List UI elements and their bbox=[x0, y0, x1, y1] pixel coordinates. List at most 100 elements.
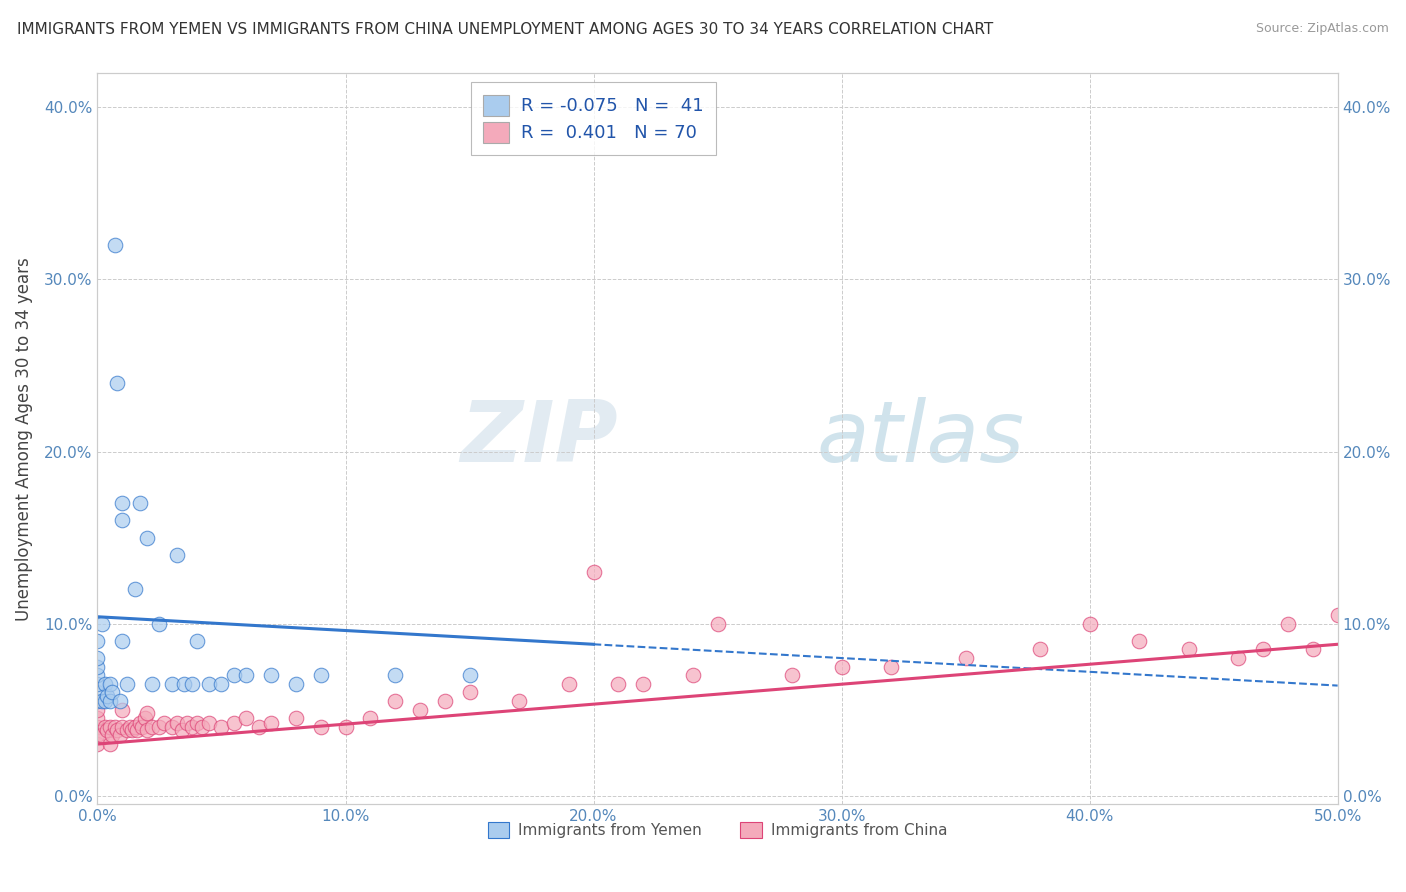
Point bbox=[558, 677, 581, 691]
Point bbox=[128, 496, 150, 510]
Point bbox=[508, 694, 530, 708]
Point bbox=[131, 720, 153, 734]
Point bbox=[260, 668, 283, 682]
Point bbox=[86, 651, 108, 665]
Point bbox=[458, 668, 481, 682]
Point bbox=[96, 689, 118, 703]
Point bbox=[111, 703, 134, 717]
Point bbox=[105, 376, 128, 390]
Point bbox=[104, 238, 127, 252]
Point bbox=[880, 659, 903, 673]
Point bbox=[108, 729, 131, 743]
Point bbox=[111, 633, 134, 648]
Point bbox=[94, 677, 117, 691]
Point bbox=[260, 716, 283, 731]
Point bbox=[160, 677, 183, 691]
Point bbox=[160, 720, 183, 734]
Point bbox=[148, 720, 170, 734]
Point bbox=[91, 694, 114, 708]
Point bbox=[1302, 642, 1324, 657]
Point bbox=[86, 729, 108, 743]
Point bbox=[222, 668, 245, 682]
Point bbox=[136, 531, 159, 545]
Point bbox=[91, 729, 114, 743]
Point bbox=[98, 694, 121, 708]
Point bbox=[105, 723, 128, 738]
Text: atlas: atlas bbox=[817, 397, 1025, 480]
Point bbox=[582, 565, 605, 579]
Point bbox=[86, 668, 108, 682]
Point bbox=[98, 737, 121, 751]
Point bbox=[127, 723, 149, 738]
Point bbox=[166, 716, 188, 731]
Point bbox=[86, 694, 108, 708]
Point bbox=[124, 582, 146, 597]
Point bbox=[121, 723, 143, 738]
Point bbox=[1078, 616, 1101, 631]
Point bbox=[180, 720, 202, 734]
Point bbox=[98, 720, 121, 734]
Point bbox=[1326, 607, 1348, 622]
Point bbox=[955, 651, 977, 665]
Point bbox=[186, 716, 208, 731]
Point bbox=[309, 720, 332, 734]
Point bbox=[136, 723, 159, 738]
Point bbox=[222, 716, 245, 731]
Point bbox=[235, 668, 257, 682]
Point bbox=[115, 677, 138, 691]
Point bbox=[409, 703, 432, 717]
Point bbox=[284, 711, 307, 725]
Point bbox=[166, 548, 188, 562]
Point bbox=[1178, 642, 1201, 657]
Point bbox=[180, 677, 202, 691]
Point bbox=[94, 720, 117, 734]
Point bbox=[86, 720, 108, 734]
Point bbox=[607, 677, 630, 691]
Point bbox=[101, 685, 124, 699]
Legend: Immigrants from Yemen, Immigrants from China: Immigrants from Yemen, Immigrants from C… bbox=[482, 816, 953, 844]
Point bbox=[86, 737, 108, 751]
Point bbox=[86, 711, 108, 725]
Point bbox=[118, 720, 141, 734]
Point bbox=[86, 703, 108, 717]
Point bbox=[94, 694, 117, 708]
Point bbox=[170, 723, 193, 738]
Point bbox=[433, 694, 456, 708]
Point bbox=[198, 677, 221, 691]
Point bbox=[631, 677, 654, 691]
Point bbox=[128, 716, 150, 731]
Point bbox=[1227, 651, 1250, 665]
Point bbox=[104, 720, 127, 734]
Point bbox=[186, 633, 208, 648]
Point bbox=[86, 677, 108, 691]
Point bbox=[211, 720, 233, 734]
Point bbox=[1251, 642, 1274, 657]
Point bbox=[96, 723, 118, 738]
Point bbox=[86, 633, 108, 648]
Point bbox=[98, 677, 121, 691]
Point bbox=[780, 668, 803, 682]
Point bbox=[111, 513, 134, 527]
Point bbox=[831, 659, 853, 673]
Text: Source: ZipAtlas.com: Source: ZipAtlas.com bbox=[1256, 22, 1389, 36]
Point bbox=[124, 720, 146, 734]
Point bbox=[198, 716, 221, 731]
Text: ZIP: ZIP bbox=[461, 397, 619, 480]
Point bbox=[190, 720, 212, 734]
Point bbox=[111, 496, 134, 510]
Point bbox=[1128, 633, 1150, 648]
Point bbox=[176, 716, 198, 731]
Point bbox=[141, 720, 163, 734]
Point bbox=[384, 668, 406, 682]
Point bbox=[284, 677, 307, 691]
Point bbox=[134, 711, 156, 725]
Point bbox=[141, 677, 163, 691]
Point bbox=[359, 711, 381, 725]
Point bbox=[115, 723, 138, 738]
Point bbox=[458, 685, 481, 699]
Point bbox=[101, 729, 124, 743]
Point bbox=[247, 720, 270, 734]
Text: IMMIGRANTS FROM YEMEN VS IMMIGRANTS FROM CHINA UNEMPLOYMENT AMONG AGES 30 TO 34 : IMMIGRANTS FROM YEMEN VS IMMIGRANTS FROM… bbox=[17, 22, 993, 37]
Point bbox=[91, 616, 114, 631]
Point bbox=[1029, 642, 1052, 657]
